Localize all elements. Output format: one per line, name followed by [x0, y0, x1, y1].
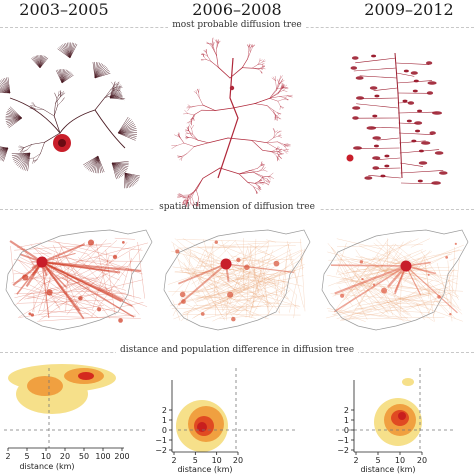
tree-branches — [171, 37, 293, 208]
x-axis-title: distance (km) — [360, 465, 415, 474]
city-markers — [175, 240, 280, 322]
x-axis-title: distance (km) — [19, 462, 74, 471]
map-edges — [326, 238, 464, 322]
y-tick-label: −2 — [155, 446, 167, 455]
x-tick-label: 10 — [395, 456, 405, 465]
section-title-trees: most probable diffusion tree — [168, 20, 306, 30]
tree-branches — [350, 52, 448, 185]
spatial-map-2006-2008 — [163, 229, 311, 331]
density-contours — [8, 364, 116, 414]
x-tick-label: 5 — [375, 456, 380, 465]
spatial-map-2009-2012 — [321, 229, 469, 331]
y-tick-label: 0 — [162, 426, 167, 435]
country-outline — [163, 229, 311, 331]
x-axis-title: distance (km) — [177, 465, 232, 474]
x-tick-label: 50 — [79, 452, 89, 461]
x-tick-label: 100 — [95, 452, 110, 461]
density-contours — [176, 400, 228, 452]
x-tick-label: 20 — [60, 452, 70, 461]
tree-root-hub — [346, 154, 354, 162]
x-tick-label: 200 — [114, 452, 129, 461]
section-label-maps: spatial dimension of diffusion tree — [0, 202, 474, 216]
section-label-trees: most probable diffusion tree — [0, 20, 474, 34]
x-tick-label: 10 — [212, 456, 222, 465]
x-tick-label: 5 — [193, 456, 198, 465]
x-tick-label: 5 — [24, 452, 29, 461]
y-tick-label: 1 — [162, 416, 167, 425]
x-tick-label: 2 — [5, 452, 10, 461]
diffusion-tree-2003-2005 — [0, 42, 141, 189]
tree-branches — [0, 42, 141, 189]
diffusion-tree-2006-2008 — [171, 37, 293, 208]
column-title-2006-2008: 2006–2008 — [192, 0, 282, 19]
section-title-density: distance and population difference in di… — [115, 345, 359, 355]
y-tick-label: 1 — [344, 416, 349, 425]
city-markers — [340, 242, 457, 316]
country-outline — [5, 229, 153, 331]
diffusion-tree-2009-2012 — [346, 52, 448, 185]
x-tick-label: 2 — [171, 456, 176, 465]
y-tick-label: −1 — [337, 436, 349, 445]
y-tick-label: 0 — [344, 426, 349, 435]
map-edges — [9, 237, 149, 322]
country-outline — [321, 229, 469, 331]
column-title-2003-2005: 2003–2005 — [19, 0, 109, 19]
density-contours — [374, 378, 422, 446]
city-markers — [22, 239, 125, 323]
y-tick-label: 2 — [162, 406, 167, 415]
spatial-map-2003-2005 — [5, 229, 153, 331]
y-tick-label: −2 — [337, 446, 349, 455]
x-tick-label: 20 — [233, 456, 243, 465]
map-edges — [168, 238, 306, 322]
x-tick-label: 2 — [353, 456, 358, 465]
capital-hub — [220, 258, 232, 270]
column-title-2009-2012: 2009–2012 — [364, 0, 454, 19]
capital-hub — [400, 260, 412, 272]
x-tick-label: 10 — [41, 452, 51, 461]
section-title-maps: spatial dimension of diffusion tree — [155, 202, 319, 212]
y-tick-label: −1 — [155, 436, 167, 445]
section-label-density: distance and population difference in di… — [0, 345, 474, 359]
x-tick-label: 20 — [417, 456, 427, 465]
y-tick-label: 2 — [344, 406, 349, 415]
density-plot-2003-2005: 2 5 10 20 50 100 200 distance (km) — [4, 364, 146, 471]
capital-hub — [36, 256, 48, 268]
